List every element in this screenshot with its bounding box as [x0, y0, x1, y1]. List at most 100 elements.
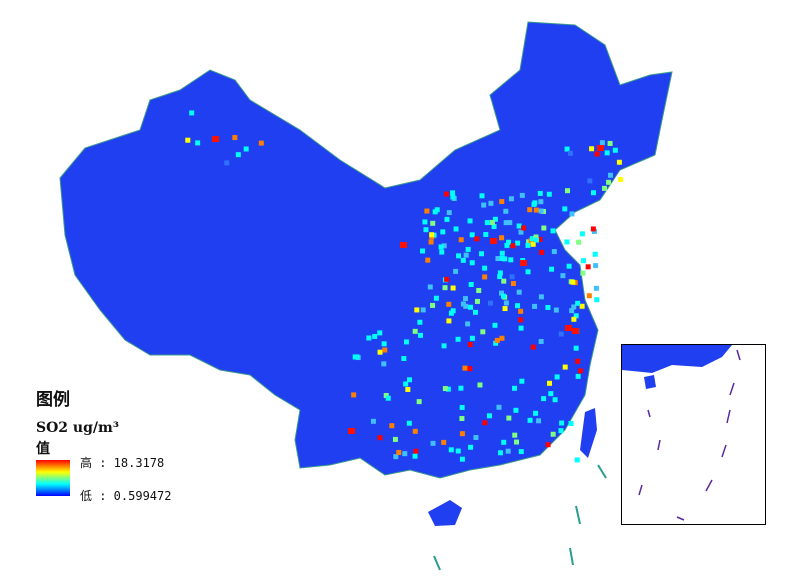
so2-cell	[440, 229, 446, 235]
so2-cell	[450, 285, 456, 291]
so2-cell	[518, 308, 524, 314]
so2-cell	[423, 227, 429, 233]
so2-cell	[512, 432, 518, 438]
so2-cell	[538, 294, 544, 300]
so2-cell	[370, 418, 376, 424]
so2-cell	[486, 413, 492, 419]
so2-cell	[590, 226, 596, 232]
so2-cell	[533, 207, 539, 213]
so2-cell	[501, 439, 507, 445]
so2-hotspot	[572, 328, 579, 334]
so2-cell	[546, 191, 552, 197]
so2-cell	[495, 256, 501, 262]
so2-cell	[467, 342, 473, 348]
so2-cell	[518, 317, 524, 323]
so2-cell	[489, 219, 495, 225]
so2-hotspot	[490, 238, 497, 244]
so2-hotspot	[348, 428, 355, 434]
so2-cell	[469, 335, 475, 341]
so2-cell	[546, 380, 552, 386]
so2-cell	[403, 339, 409, 345]
so2-cell	[258, 140, 264, 146]
so2-cell	[442, 386, 448, 392]
so2-hotspot	[400, 242, 407, 248]
so2-cell	[559, 420, 565, 426]
so2-cell	[499, 250, 505, 256]
so2-cell	[446, 318, 452, 324]
so2-cell	[448, 447, 454, 453]
south-china-sea-inset	[621, 344, 766, 525]
so2-cell	[562, 364, 568, 370]
so2-cell	[592, 251, 598, 257]
so2-cell	[516, 223, 522, 229]
so2-cell	[501, 278, 507, 284]
so2-cell	[590, 190, 596, 196]
so2-cell	[527, 207, 533, 213]
so2-cell	[558, 428, 564, 434]
so2-cell	[508, 196, 514, 202]
so2-cell	[425, 257, 431, 263]
so2-cell	[601, 185, 607, 191]
so2-cell	[550, 228, 556, 234]
so2-cell	[433, 295, 439, 301]
so2-cell	[488, 300, 493, 306]
so2-cell	[460, 301, 466, 307]
so2-cell	[568, 420, 574, 426]
so2-cell	[377, 435, 383, 441]
so2-cell	[465, 321, 471, 327]
so2-cell	[569, 308, 575, 314]
so2-cell	[453, 268, 459, 274]
so2-cell	[493, 340, 499, 346]
so2-cell	[564, 239, 570, 245]
so2-cell	[552, 397, 558, 403]
so2-cell	[519, 378, 525, 384]
so2-cell	[462, 365, 468, 371]
so2-hotspot	[520, 260, 527, 266]
so2-cell	[518, 229, 524, 235]
so2-cell	[474, 236, 480, 242]
so2-cell	[567, 150, 573, 156]
so2-cell	[504, 242, 510, 248]
so2-cell	[401, 356, 407, 362]
china-mainland	[59, 21, 673, 479]
so2-cell	[377, 330, 383, 336]
so2-cell	[541, 225, 547, 231]
so2-cell	[381, 341, 387, 347]
so2-cell	[445, 386, 451, 392]
so2-cell	[427, 284, 433, 290]
so2-cell	[575, 373, 581, 379]
so2-cell	[441, 243, 447, 249]
so2-cell	[430, 220, 436, 226]
so2-cell	[533, 234, 539, 240]
so2-cell	[606, 179, 612, 185]
so2-cell	[462, 296, 468, 302]
so2-cell	[553, 307, 559, 313]
so2-cell	[459, 456, 465, 462]
so2-cell	[439, 249, 445, 255]
so2-cell	[235, 152, 241, 158]
so2-cell	[416, 399, 422, 405]
so2-cell	[189, 110, 195, 116]
so2-hotspot	[597, 145, 604, 151]
so2-cell	[185, 137, 191, 143]
so2-cell	[444, 191, 450, 197]
so2-cell	[482, 420, 488, 426]
so2-cell	[417, 332, 423, 338]
so2-cell	[438, 244, 444, 250]
so2-cell	[480, 329, 486, 335]
so2-cell	[497, 450, 503, 456]
so2-cell	[579, 303, 585, 309]
so2-cell	[607, 172, 613, 178]
so2-cell	[525, 269, 531, 275]
so2-cell	[503, 300, 509, 306]
so2-cell	[604, 150, 610, 156]
so2-cell	[576, 239, 582, 245]
so2-cell	[593, 285, 599, 291]
legend-subtitle: SO2 ug/m³	[36, 420, 119, 436]
so2-cell	[516, 289, 522, 295]
so2-cell	[534, 237, 540, 243]
so2-cell	[537, 190, 543, 196]
so2-cell	[467, 366, 473, 372]
so2-cell	[458, 237, 464, 243]
